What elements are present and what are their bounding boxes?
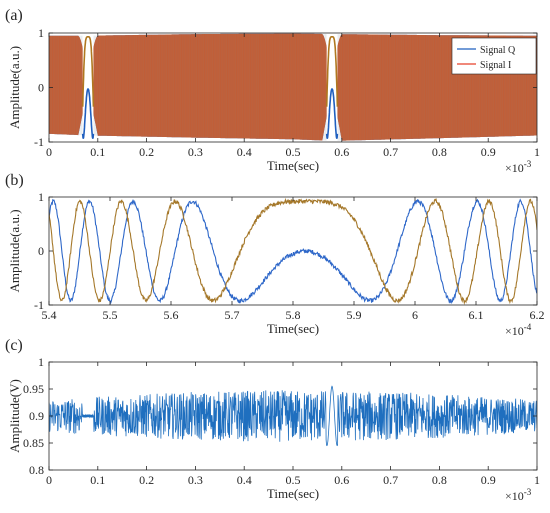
y-axis-label: Amplitude(V) [7,379,22,453]
y-tick-label: 0.95 [23,382,44,396]
series-texture [49,33,537,141]
legend-box [451,37,537,75]
x-exponent-label: ×10-4 [505,322,532,338]
plot-area-2 [49,385,537,447]
x-exponent-label: ×10-3 [505,487,532,503]
x-tick-label: 0.9 [481,473,496,487]
x-tick-label: 5.7 [225,308,240,322]
series-i-crossing-1 [325,36,339,107]
y-tick-label: 1 [38,190,44,204]
y-tick-label: 0.8 [29,463,44,477]
y-tick-label: 0 [38,244,44,258]
x-tick-label: 0.6 [334,145,349,159]
x-tick-label: 0.2 [139,473,154,487]
series-q-crossing-0 [81,88,95,139]
x-tick-label: 0.3 [188,145,203,159]
x-axis-label: Time(sec) [267,321,319,336]
series-line-q [49,198,537,305]
x-tick-label: 5.4 [42,308,57,322]
x-axis-label: Time(sec) [267,158,319,173]
panel-label: (b) [5,172,24,189]
y-tick-label: 0.85 [23,436,44,450]
panel-label: (a) [5,7,23,24]
x-tick-label: 0.4 [237,473,252,487]
y-tick-label: -1 [34,298,44,312]
x-tick-label: 0.1 [90,473,105,487]
series-i-band [49,33,537,141]
y-axis-label: Amplitude(a.u.) [7,46,22,129]
x-tick-label: 0.6 [334,473,349,487]
x-axis-label: Time(sec) [267,486,319,501]
legend-label: Signal I [480,60,511,71]
y-tick-label: 1 [38,26,44,40]
x-tick-label: 1 [534,145,540,159]
y-tick-label: 0 [38,81,44,95]
x-tick-label: 0.5 [286,473,301,487]
x-exponent-label: ×10-3 [505,159,532,175]
panel-label: (c) [5,337,23,354]
legend-label: Signal Q [480,45,516,56]
plot-area-0 [49,33,537,142]
x-tick-label: 0.7 [383,145,398,159]
x-tick-label: 5.6 [164,308,179,322]
x-tick-label: 0 [46,473,52,487]
x-tick-label: 6.1 [469,308,484,322]
x-tick-label: 0.8 [432,145,447,159]
x-tick-label: 0.3 [188,473,203,487]
series-q-crossing-1 [325,88,339,139]
x-tick-label: 5.8 [286,308,301,322]
y-tick-label: -1 [34,135,44,149]
crossing-gap-1 [326,33,338,142]
plot-area-1 [49,197,537,305]
x-tick-label: 1 [534,473,540,487]
x-tick-label: 0.4 [237,145,252,159]
x-tick-label: 5.5 [103,308,118,322]
crossing-gap-0 [82,33,94,142]
y-tick-label: 0.9 [29,409,44,423]
x-tick-label: 5.9 [347,308,362,322]
x-tick-label: 0.9 [481,145,496,159]
y-tick-label: 1 [38,355,44,369]
series-i-crossing-0 [81,36,95,107]
y-axis-label: Amplitude(a.u.) [7,209,22,292]
x-tick-label: 0.8 [432,473,447,487]
x-tick-label: 0.1 [90,145,105,159]
series-line [49,385,537,447]
x-tick-label: 0.2 [139,145,154,159]
x-tick-label: 0.5 [286,145,301,159]
x-tick-label: 6 [412,308,418,322]
x-tick-label: 0.7 [383,473,398,487]
x-tick-label: 6.2 [530,308,545,322]
x-tick-label: 0 [46,145,52,159]
